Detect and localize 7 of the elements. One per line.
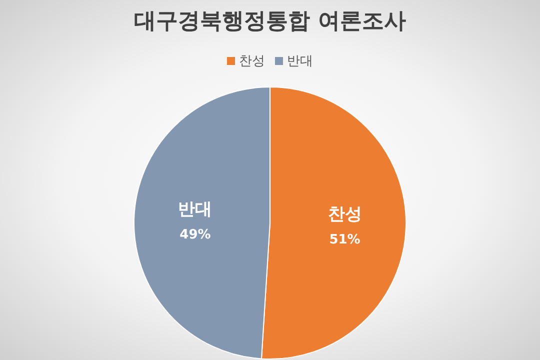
slice-label: 찬성 [238,53,265,70]
chart-title: 대구경북행정통합 여론조사 [133,8,407,36]
data-label: 49% [180,228,211,243]
legend-label: 반대 [286,53,313,70]
slice-label: 반대 [178,200,212,220]
slice-label: 찬성 [328,204,362,224]
data-label: 51% [329,232,360,248]
